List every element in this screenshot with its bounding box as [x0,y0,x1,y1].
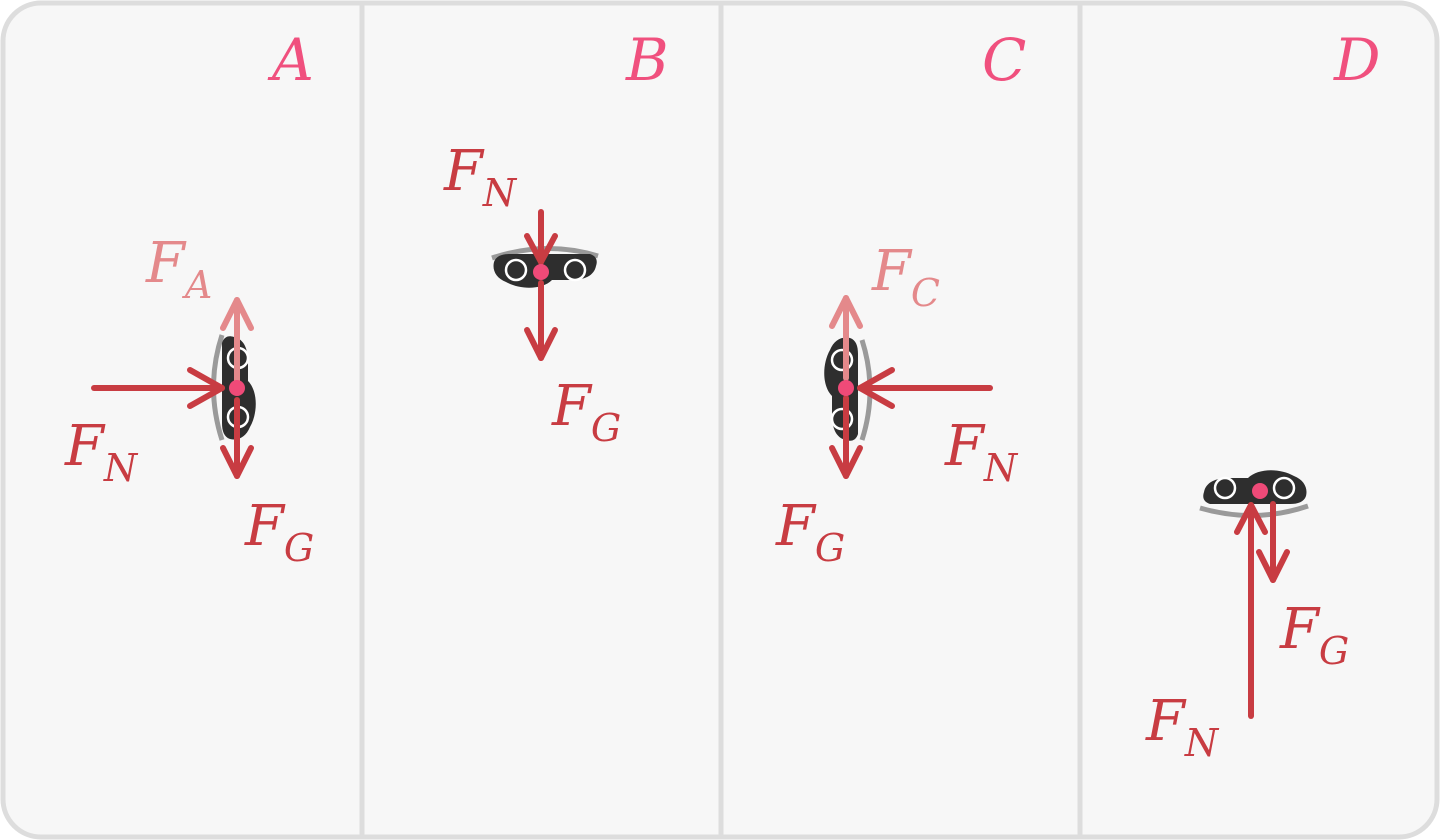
force-arrow-friction [829,295,863,381]
panel-letter: B [625,26,669,94]
panel-a: A FN FG FA [64,26,314,570]
panel-b: B FN FG [443,26,669,450]
force-arrow-normal [857,367,993,409]
force-arrow-gravity [1256,501,1290,583]
force-arrow-gravity [220,397,254,479]
force-arrow-friction [220,297,254,388]
force-label: FN [944,414,1019,490]
force-arrow-gravity [829,395,863,479]
center-dot [229,380,245,396]
panel-letter: D [1333,26,1381,94]
force-label: FN [1145,689,1220,765]
force-label: FG [551,374,621,450]
center-dot [1252,483,1268,499]
force-label: FA [145,231,212,307]
panel-c: C FC FN FG [775,26,1026,570]
panel-letter: A [267,26,314,94]
center-dot [533,264,549,280]
force-arrow-normal [524,209,558,265]
center-dot [838,380,854,396]
force-arrow-normal [91,367,225,409]
force-label: FG [244,494,314,570]
force-arrow-normal [1234,502,1268,719]
force-label: FN [64,414,139,490]
force-label: FG [1279,597,1349,673]
force-label: FG [775,494,845,570]
panel-d: D FG FN [1145,26,1381,765]
force-label: FC [871,239,940,315]
panel-letter: C [982,26,1026,94]
force-label: FN [443,139,518,215]
force-arrow-gravity [524,280,558,361]
